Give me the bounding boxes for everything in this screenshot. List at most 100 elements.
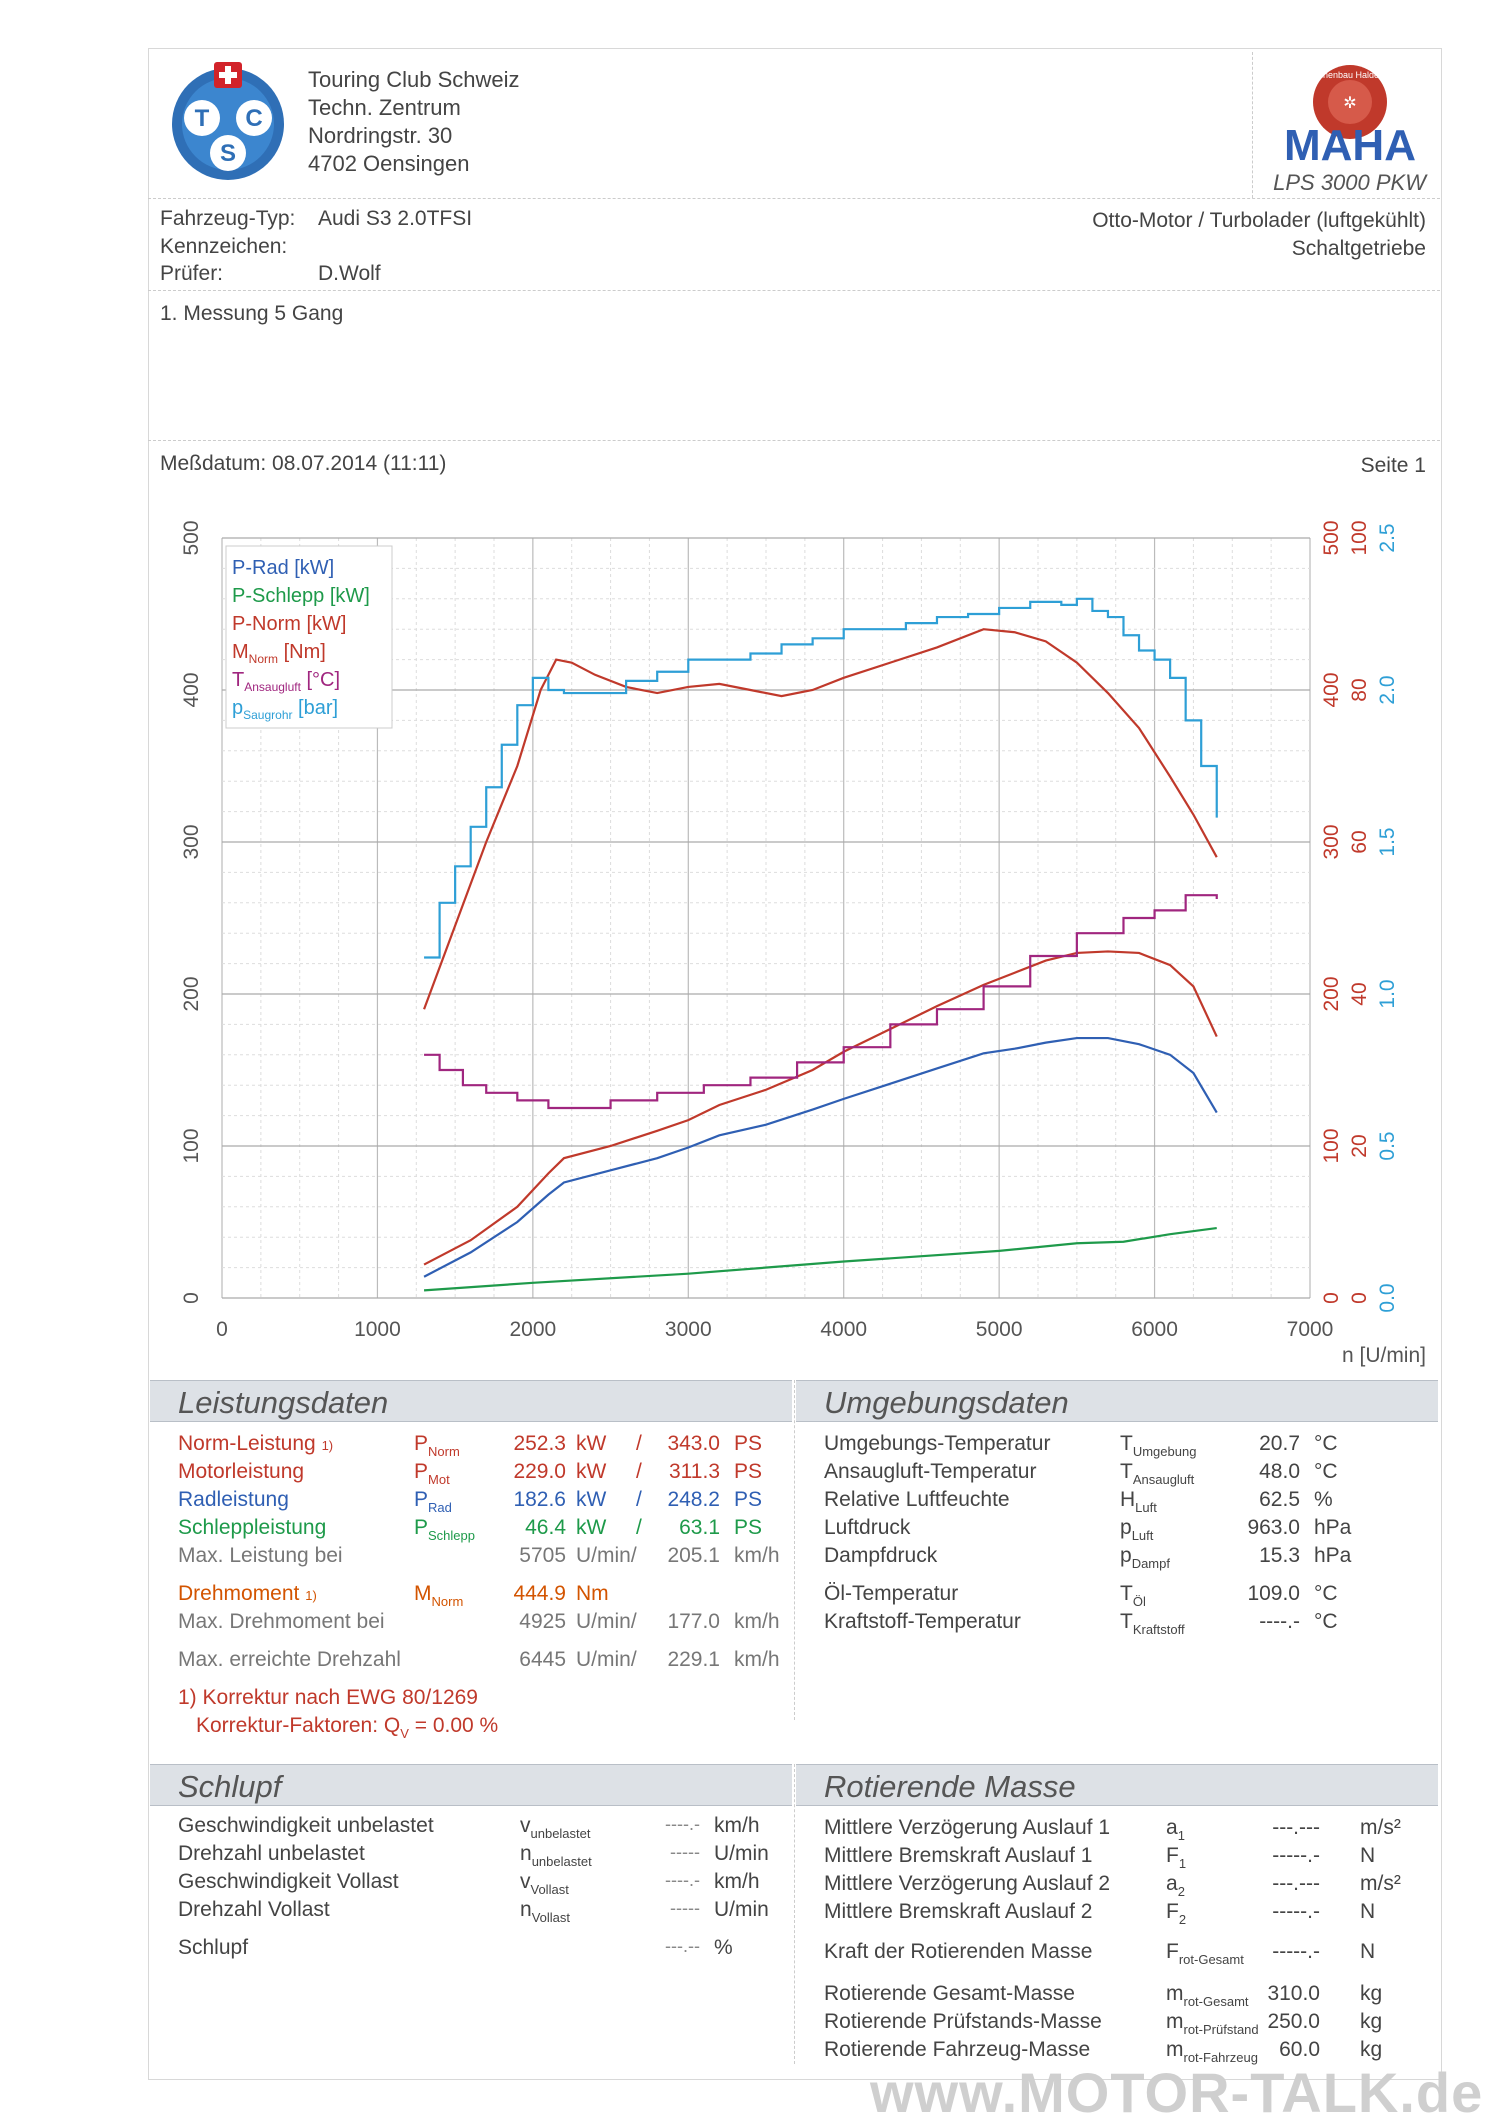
right-y-tick-label: 400 [1320, 672, 1343, 707]
row-symbol: vunbelastet [520, 1814, 591, 1841]
row-unit: % [1314, 1488, 1333, 1511]
chart-legend: P-Rad [kW] P-Schlepp [kW] P-Norm [kW] MNorm… [225, 545, 393, 729]
measurement-note: 1. Messung 5 Gang [160, 302, 344, 325]
row-unit: PS [734, 1516, 763, 1539]
row-label: Rotierende Prüfstands-Masse [824, 2010, 1102, 2033]
row-unit: U/min/ [576, 1610, 637, 1633]
row-label: Radleistung [178, 1488, 289, 1511]
left-y-tick-label: 500 [180, 520, 203, 555]
row-value: 62.5 [1259, 1488, 1300, 1511]
row-symbol: PMot [414, 1460, 450, 1487]
row-value: 48.0 [1259, 1460, 1300, 1483]
row-unit: N [1360, 1844, 1376, 1867]
row-unit: U/min/ [576, 1648, 637, 1671]
row-value: 310.0 [1267, 1982, 1320, 2005]
row-value: 5705 [519, 1544, 566, 1567]
row-label: Ansaugluft-Temperatur [824, 1460, 1037, 1483]
row-label: Luftdruck [824, 1516, 911, 1539]
row-symbol: nunbelastet [520, 1842, 592, 1869]
row-label: Dampfdruck [824, 1544, 938, 1567]
row-unit: PS [734, 1488, 763, 1511]
legend-entry: P-Rad [kW] [232, 557, 334, 579]
row-value: 229.1 [667, 1648, 720, 1671]
left-y-tick-label: 200 [180, 976, 203, 1011]
row-symbol: HLuft [1120, 1488, 1157, 1515]
legend-entry: pSaugrohr [bar] [232, 697, 338, 722]
org-line: Techn. Zentrum [308, 95, 461, 120]
row-value: -----.- [1272, 1940, 1320, 1963]
legend-entry: TAnsaugluft [°C] [232, 669, 340, 694]
row-label: Rotierende Fahrzeug-Masse [824, 2038, 1091, 2061]
row-unit: % [714, 1936, 733, 1959]
row-unit: N [1360, 1900, 1376, 1923]
row-label: Drehzahl unbelastet [178, 1842, 365, 1865]
right-y-tick-label: 500 [1320, 520, 1343, 555]
right-y-tick-label: 100 [1320, 1128, 1343, 1163]
right-y-tick-label: 0.5 [1376, 1131, 1399, 1160]
row-label: Rotierende Gesamt-Masse [824, 1982, 1075, 2005]
section-title: Rotierende Masse [824, 1769, 1076, 1804]
x-tick-label: 7000 [1287, 1318, 1334, 1341]
right-y-tick-label: 40 [1348, 982, 1371, 1005]
tcs-logo-letter: C [245, 105, 262, 132]
right-y-tick-label: 1.5 [1376, 827, 1399, 856]
row-symbol: F2 [1166, 1900, 1187, 1927]
tcs-logo-letter: T [195, 105, 210, 132]
row-value: ----.- [665, 1870, 700, 1890]
row-unit: m/s² [1360, 1872, 1401, 1895]
row-unit: km/h [714, 1870, 760, 1893]
row-value: -----.- [1272, 1844, 1320, 1867]
x-tick-label: 2000 [509, 1318, 556, 1341]
row-value: 20.7 [1259, 1432, 1300, 1455]
row-symbol: nVollast [520, 1898, 570, 1925]
row-symbol: mrot-Fahrzeug [1166, 2038, 1258, 2065]
row-value: 311.3 [669, 1460, 720, 1483]
right-y-tick-label: 1.0 [1376, 979, 1399, 1008]
row-label: Norm-Leistung 1) [178, 1432, 334, 1455]
row-label: Kraftstoff-Temperatur [824, 1610, 1021, 1633]
tcs-logo-letter: S [220, 140, 236, 167]
x-tick-label: 6000 [1131, 1318, 1178, 1341]
right-y-tick-label: 200 [1320, 976, 1343, 1011]
x-tick-label: 3000 [665, 1318, 712, 1341]
x-tick-label: 0 [216, 1318, 228, 1341]
row-label: Geschwindigkeit Vollast [178, 1870, 399, 1893]
row-unit: U/min [714, 1898, 769, 1921]
row-symbol: vVollast [520, 1870, 569, 1897]
left-y-tick-label: 100 [180, 1128, 203, 1163]
x-axis-label: n [U/min] [1342, 1344, 1426, 1367]
row-label: Mittlere Verzögerung Auslauf 2 [824, 1872, 1111, 1895]
row-label: Max. erreichte Drehzahl [178, 1648, 401, 1671]
x-tick-label: 4000 [820, 1318, 867, 1341]
row-value: 252.3 [513, 1432, 566, 1455]
row-value: ---.-- [665, 1936, 700, 1956]
row-label: Motorleistung [178, 1460, 305, 1483]
measurement-date: Meßdatum: 08.07.2014 (11:11) [160, 452, 447, 475]
org-line: Nordringstr. 30 [308, 123, 453, 148]
row-symbol: TÖl [1120, 1582, 1146, 1609]
row-label: Mittlere Bremskraft Auslauf 2 [824, 1900, 1093, 1923]
tester-label: Prüfer: [160, 262, 224, 285]
row-value: 205.1 [667, 1544, 720, 1567]
row-symbol: F1 [1166, 1844, 1187, 1871]
row-value: 182.6 [513, 1488, 566, 1511]
row-value: ----.- [665, 1814, 700, 1834]
row-unit: kW [576, 1516, 607, 1539]
right-y-tick-label: 2.0 [1376, 675, 1399, 704]
row-value: ----- [670, 1898, 700, 1918]
row-symbol: PSchlepp [414, 1516, 475, 1543]
row-unit: °C [1314, 1610, 1338, 1633]
row-unit: km/h [714, 1814, 760, 1837]
row-label: Kraft der Rotierenden Masse [824, 1940, 1093, 1963]
row-label: Schleppleistung [178, 1516, 327, 1539]
right-y-tick-label: 60 [1348, 830, 1371, 853]
row-unit: °C [1314, 1432, 1338, 1455]
row-separator: / [636, 1460, 642, 1483]
row-unit: U/min/ [576, 1544, 637, 1567]
section-header-leistungsdaten: Leistungsdaten [150, 1380, 792, 1422]
row-label: Geschwindigkeit unbelastet [178, 1814, 434, 1837]
torque-value: 444.9 [513, 1582, 566, 1605]
row-unit: km/h [734, 1544, 780, 1567]
